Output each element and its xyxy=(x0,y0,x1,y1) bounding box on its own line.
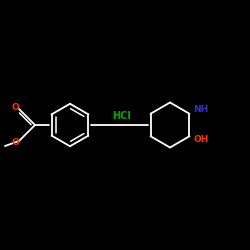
Text: OH: OH xyxy=(193,136,208,144)
Text: HCl: HCl xyxy=(112,111,131,121)
Text: O: O xyxy=(12,102,20,112)
Text: O: O xyxy=(12,138,20,147)
Text: NH: NH xyxy=(193,106,208,114)
